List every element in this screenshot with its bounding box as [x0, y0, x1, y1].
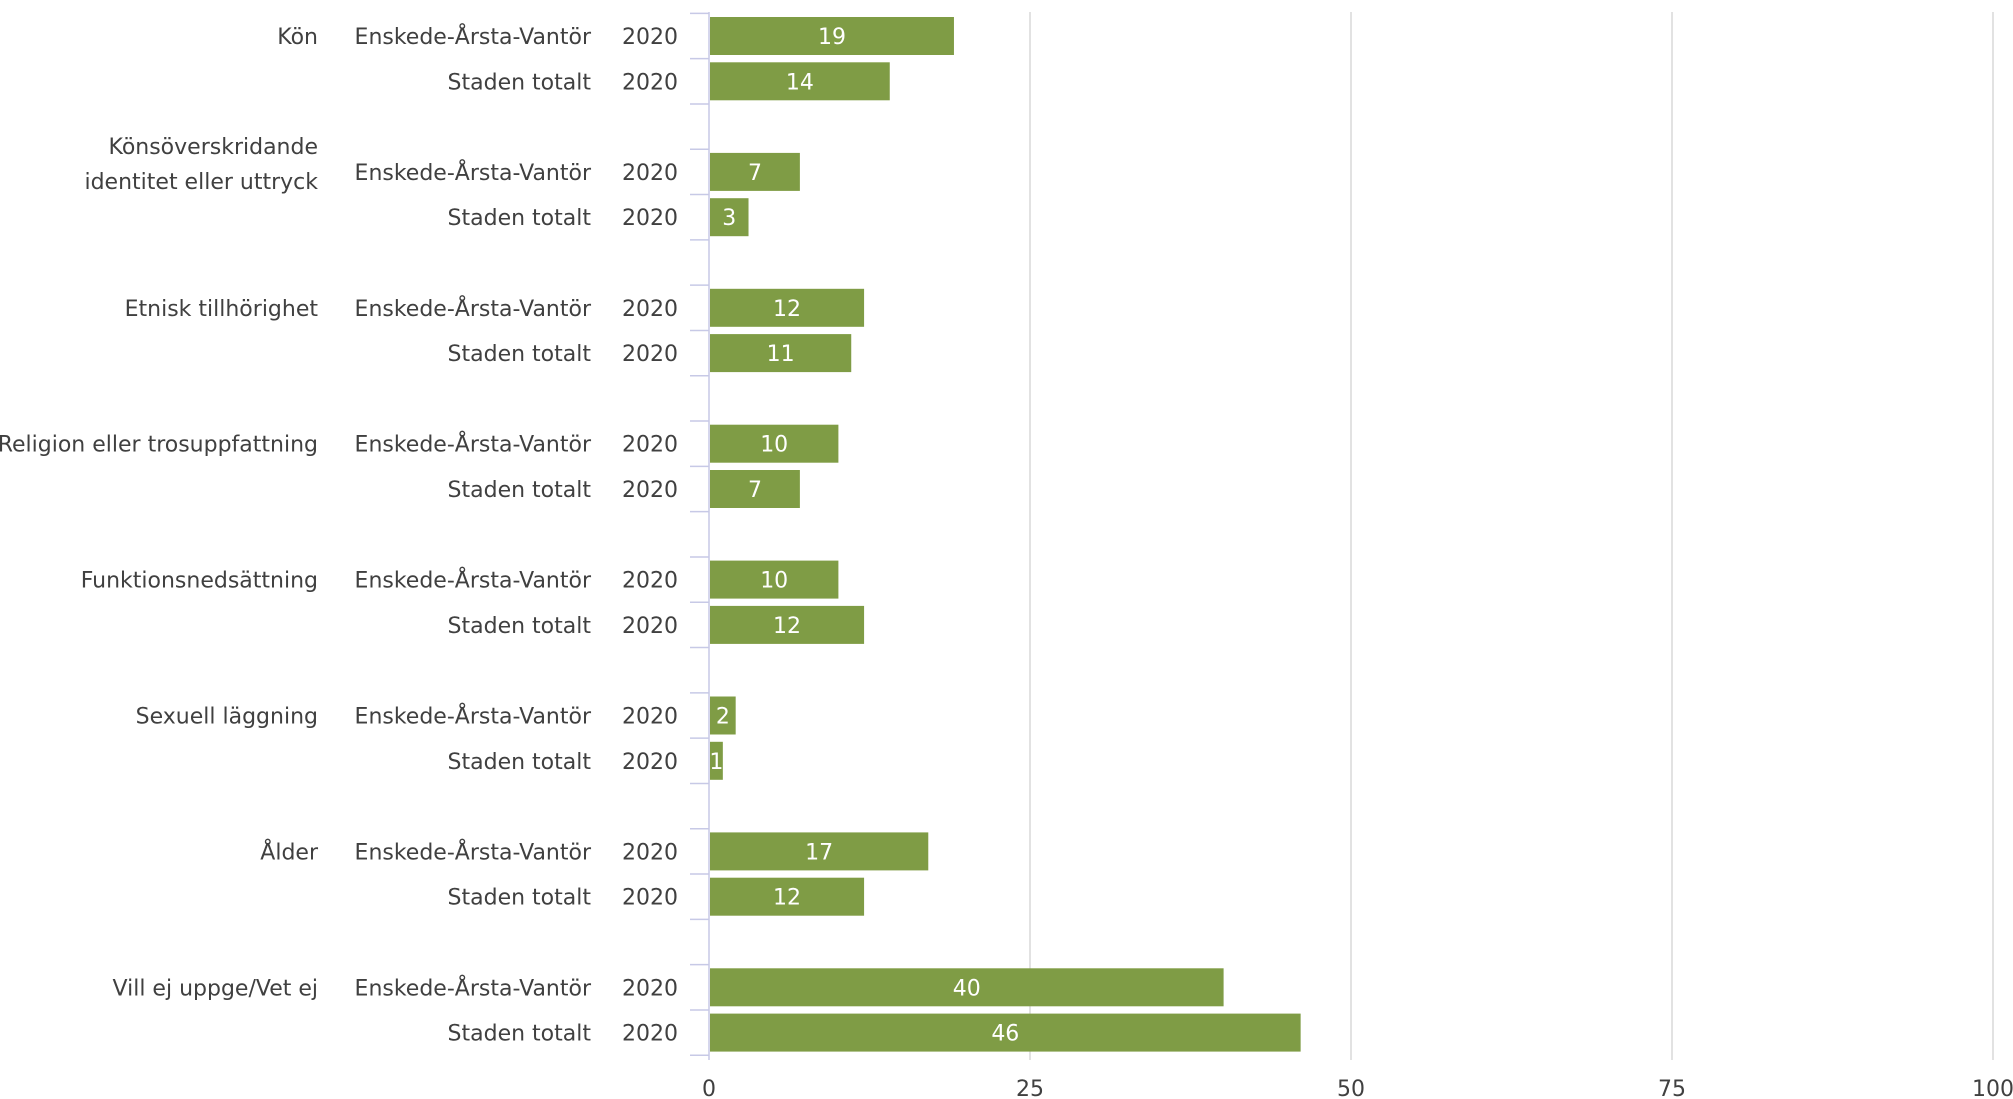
category-label: Etnisk tillhörighet [125, 297, 319, 322]
series-group-label: Enskede-Årsta-Vantör [355, 431, 592, 458]
series-group-label: Staden totalt [448, 750, 592, 775]
series-group-label: Staden totalt [448, 206, 592, 231]
category-label: Kön [277, 25, 318, 50]
year-label: 2020 [622, 569, 678, 594]
year-label: 2020 [622, 705, 678, 730]
year-label: 2020 [622, 161, 678, 186]
bar [710, 470, 800, 508]
bar [710, 832, 929, 871]
bar-value-label: 11 [767, 342, 795, 367]
year-label: 2020 [622, 433, 678, 458]
bar [710, 605, 865, 644]
bar [710, 62, 890, 101]
category-label: identitet eller uttryck [84, 170, 318, 195]
x-tick-label: 100 [1972, 1077, 2013, 1099]
bar-value-label: 7 [748, 478, 762, 503]
series-group-label: Enskede-Årsta-Vantör [355, 23, 592, 50]
bar [710, 334, 852, 373]
series-group-label: Enskede-Årsta-Vantör [355, 567, 592, 594]
year-label: 2020 [622, 342, 678, 367]
x-tick-label: 50 [1337, 1077, 1365, 1099]
bar-value-label: 3 [722, 206, 736, 231]
series-group-label: Staden totalt [448, 1022, 592, 1047]
bar-value-label: 7 [748, 161, 762, 186]
category-label: Vill ej uppge/Vet ej [113, 976, 318, 1001]
year-label: 2020 [622, 886, 678, 911]
series-group-label: Staden totalt [448, 886, 592, 911]
bar-value-label: 1 [709, 750, 723, 775]
bar [710, 424, 839, 463]
year-label: 2020 [622, 840, 678, 865]
year-label: 2020 [622, 614, 678, 639]
x-tick-label: 0 [702, 1077, 716, 1099]
category-label: Könsöverskridande [108, 135, 318, 160]
category-label: Religion eller trosuppfattning [0, 433, 318, 458]
bar-value-label: 2 [716, 705, 730, 730]
bar [710, 560, 839, 599]
year-label: 2020 [622, 25, 678, 50]
gridlines [1029, 12, 1994, 1060]
category-label: Ålder [260, 838, 319, 865]
bar-value-label: 12 [773, 614, 801, 639]
series-group-label: Enskede-Årsta-Vantör [355, 974, 592, 1001]
bar-value-label: 40 [953, 976, 981, 1001]
bar-value-label: 14 [786, 70, 814, 95]
bar [710, 741, 723, 780]
year-label: 2020 [622, 750, 678, 775]
category-label: Funktionsnedsättning [81, 569, 318, 594]
category-axis [690, 12, 710, 1060]
bar-value-label: 12 [773, 886, 801, 911]
year-label: 2020 [622, 478, 678, 503]
bar-value-label: 19 [818, 25, 846, 50]
series-group-label: Enskede-Årsta-Vantör [355, 159, 592, 186]
bar [710, 152, 800, 191]
year-label: 2020 [622, 70, 678, 95]
bar [710, 198, 749, 237]
year-label: 2020 [622, 297, 678, 322]
x-axis-ticks: 0 25 50 75 100 [702, 1077, 2013, 1099]
series-group-label: Staden totalt [448, 614, 592, 639]
bar [710, 696, 736, 735]
year-label: 2020 [622, 976, 678, 1001]
bar [710, 968, 1224, 1007]
year-label: 2020 [622, 206, 678, 231]
bar [710, 877, 865, 916]
series-group-label: Enskede-Årsta-Vantör [355, 295, 592, 322]
category-label: Sexuell läggning [136, 705, 318, 730]
x-tick-label: 75 [1658, 1077, 1686, 1099]
bar-value-label: 10 [760, 433, 788, 458]
bar [710, 17, 954, 55]
series-group-label: Enskede-Årsta-Vantör [355, 838, 592, 865]
series-group-label: Enskede-Årsta-Vantör [355, 703, 592, 730]
year-label: 2020 [622, 1022, 678, 1047]
row-labels: Kön Enskede-Årsta-Vantör 2020 Staden totalt… [0, 23, 678, 1047]
series-group-label: Staden totalt [448, 70, 592, 95]
bar-value-label: 46 [991, 1022, 1019, 1047]
series-group-label: Staden totalt [448, 342, 592, 367]
bar [710, 288, 865, 327]
bar-value-label: 17 [805, 840, 833, 865]
bar-value-label: 12 [773, 297, 801, 322]
bar-value-label: 10 [760, 569, 788, 594]
x-tick-label: 25 [1016, 1077, 1044, 1099]
bar [710, 1013, 1301, 1052]
series-group-label: Staden totalt [448, 478, 592, 503]
